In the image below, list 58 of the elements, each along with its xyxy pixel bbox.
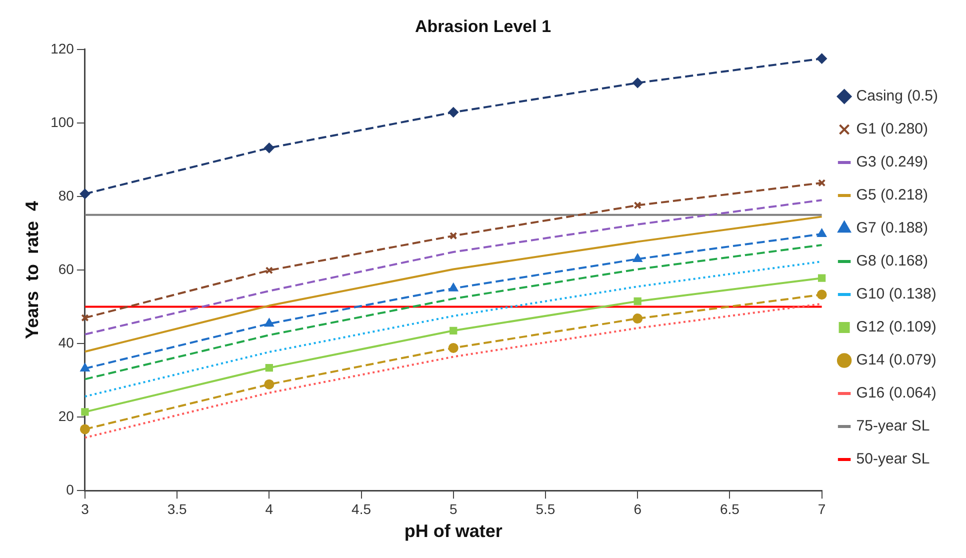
point	[817, 228, 826, 237]
point	[450, 326, 458, 334]
point	[633, 254, 642, 262]
y-axis-title: Years to rate 4	[22, 200, 42, 340]
x-tick-label: 5.5	[536, 500, 556, 517]
x-tick-label: 7	[818, 500, 826, 517]
point	[816, 290, 827, 300]
y-tick-label: 20	[58, 408, 74, 424]
point	[80, 188, 90, 199]
point	[264, 379, 274, 390]
x-tick-label: 4	[265, 500, 274, 517]
legend-label: G14 (0.079)	[856, 352, 936, 369]
y-tick-label: 120	[50, 40, 74, 56]
legend-label: G5 (0.218)	[856, 186, 928, 204]
x-tick-label: 3	[81, 500, 90, 517]
legend-label: G10 (0.138)	[856, 286, 936, 303]
x-tick-label: 6	[634, 500, 642, 517]
y-tick-label: 100	[50, 114, 74, 130]
point	[81, 408, 89, 416]
point	[80, 364, 90, 372]
point	[265, 364, 273, 372]
point	[632, 78, 643, 88]
legend-label: G16 (0.064)	[856, 384, 936, 402]
chart-title: Abrasion Level 1	[414, 16, 552, 36]
legend-label: 75-year SL	[856, 418, 930, 435]
line-series	[84, 199, 823, 336]
legend-label: G7 (0.188)	[856, 220, 928, 237]
point	[265, 266, 273, 274]
y-tick-label: 60	[58, 260, 74, 277]
y-tick-label: 80	[58, 187, 74, 204]
legend-label: G8 (0.168)	[856, 252, 928, 270]
legend-label: 50-year SL	[856, 450, 930, 468]
line-series	[84, 244, 823, 380]
x-tick-label: 5	[449, 500, 458, 517]
y-tick-label: 40	[58, 334, 74, 350]
legend-label: G1 (0.280)	[856, 120, 928, 138]
point	[264, 318, 274, 327]
legend-label: Casing (0.5)	[856, 88, 938, 105]
point	[634, 201, 642, 210]
point	[448, 107, 458, 118]
y-tick-label: 0	[66, 481, 74, 498]
point	[448, 283, 458, 292]
x-tick-label: 6.5	[720, 500, 740, 517]
point	[632, 314, 643, 324]
x-axis-title: pH of water	[404, 521, 502, 542]
point	[634, 297, 642, 306]
point	[81, 314, 89, 322]
point	[450, 232, 458, 240]
point	[818, 274, 826, 282]
x-tick-label: 3.5	[167, 500, 188, 517]
x-tick-label: 4.5	[352, 500, 372, 517]
point	[818, 179, 826, 187]
point	[448, 342, 458, 353]
legend-label: G12 (0.109)	[856, 318, 936, 336]
point	[264, 142, 274, 153]
point	[80, 424, 90, 434]
point	[816, 54, 827, 64]
legend-label: G3 (0.249)	[856, 154, 928, 171]
